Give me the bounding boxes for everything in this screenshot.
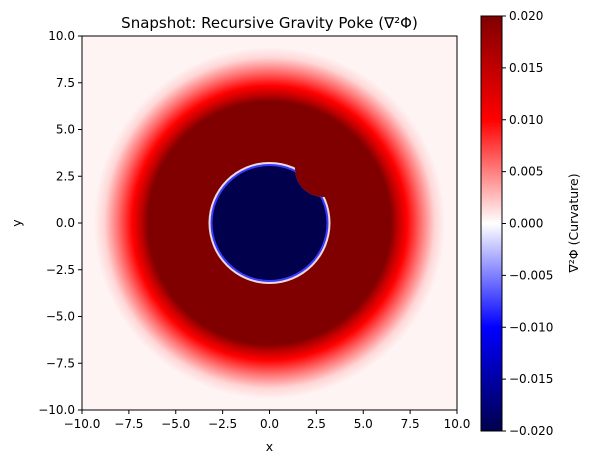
x-tick-label: 2.5 — [307, 417, 326, 431]
colorbar — [480, 15, 503, 432]
y-tick-label: 7.5 — [56, 76, 75, 90]
y-tick-label: 5.0 — [56, 123, 75, 137]
colorbar-ticks: 0.020 0.015 0.010 0.005 0.000 −0.005 −0.010 −0.… — [502, 9, 553, 438]
y-tick-label: 0.0 — [56, 216, 75, 230]
x-tick-label: −5.0 — [161, 417, 190, 431]
x-tick-label: 5.0 — [354, 417, 373, 431]
colorbar-tick-label: −0.020 — [509, 424, 553, 438]
y-tick-label: −10.0 — [38, 403, 75, 417]
colorbar-tick-label: 0.015 — [509, 61, 543, 75]
x-axis-ticks: −10.0 −7.5 −5.0 −2.5 0.0 2.5 5.0 7.5 10.0 — [64, 410, 471, 431]
colorbar-label: ∇²Φ (Curvature) — [566, 173, 581, 273]
y-tick-label: −7.5 — [46, 356, 75, 370]
x-tick-label: 0.0 — [260, 417, 279, 431]
chart-title: Snapshot: Recursive Gravity Poke (∇²Φ) — [121, 14, 418, 32]
x-tick-label: −2.5 — [208, 417, 237, 431]
y-axis-ticks: 10.0 7.5 5.0 2.5 0.0 −2.5 −5.0 −7.5 −10.0 — [38, 29, 82, 417]
x-tick-label: 10.0 — [444, 417, 471, 431]
colorbar-tick-label: 0.005 — [509, 165, 543, 179]
colorbar-tick-label: 0.000 — [509, 217, 543, 231]
colorbar-tick-label: −0.015 — [509, 372, 553, 386]
y-tick-label: −5.0 — [46, 310, 75, 324]
y-tick-label: 10.0 — [48, 29, 75, 43]
core-disc — [212, 166, 327, 280]
x-axis-label: x — [266, 439, 273, 454]
heatmap-image — [82, 36, 457, 410]
y-tick-label: 2.5 — [56, 169, 75, 183]
x-tick-label: 7.5 — [401, 417, 420, 431]
negative-curvature-core — [208, 162, 331, 284]
colorbar-tick-label: −0.010 — [509, 320, 553, 334]
x-tick-label: −10.0 — [64, 417, 101, 431]
colorbar-tick-label: −0.005 — [509, 268, 553, 282]
x-tick-label: −7.5 — [114, 417, 143, 431]
colorbar-tick-label: 0.020 — [509, 9, 543, 23]
y-axis-label: y — [9, 219, 24, 227]
y-tick-label: −2.5 — [46, 263, 75, 277]
colorbar-tick-label: 0.010 — [509, 113, 543, 127]
